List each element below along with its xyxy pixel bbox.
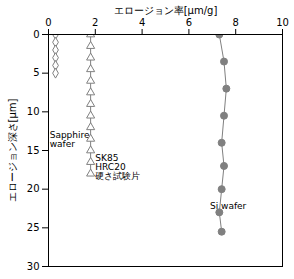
svg-text:10: 10 [27,106,40,117]
svg-text:Si wafer: Si wafer [210,201,247,211]
svg-text:Sapphirewafer: Sapphirewafer [50,130,90,149]
svg-text:8: 8 [233,17,239,28]
svg-text:0: 0 [33,29,39,40]
svg-text:10: 10 [276,17,289,28]
svg-text:0: 0 [45,17,51,28]
svg-text:4: 4 [139,17,145,28]
svg-text:20: 20 [27,183,40,194]
svg-text:6: 6 [186,17,192,28]
svg-text:エロージョン率[μm/g]: エロージョン率[μm/g] [114,5,218,16]
svg-text:2: 2 [92,17,98,28]
svg-text:25: 25 [27,222,40,233]
svg-text:エロージョン深さ[μm]: エロージョン深さ[μm] [7,98,18,202]
svg-text:15: 15 [27,145,40,156]
svg-text:30: 30 [27,261,40,272]
svg-text:SK85HRC20硬さ試験片: SK85HRC20硬さ試験片 [95,153,140,181]
svg-text:5: 5 [33,67,39,78]
